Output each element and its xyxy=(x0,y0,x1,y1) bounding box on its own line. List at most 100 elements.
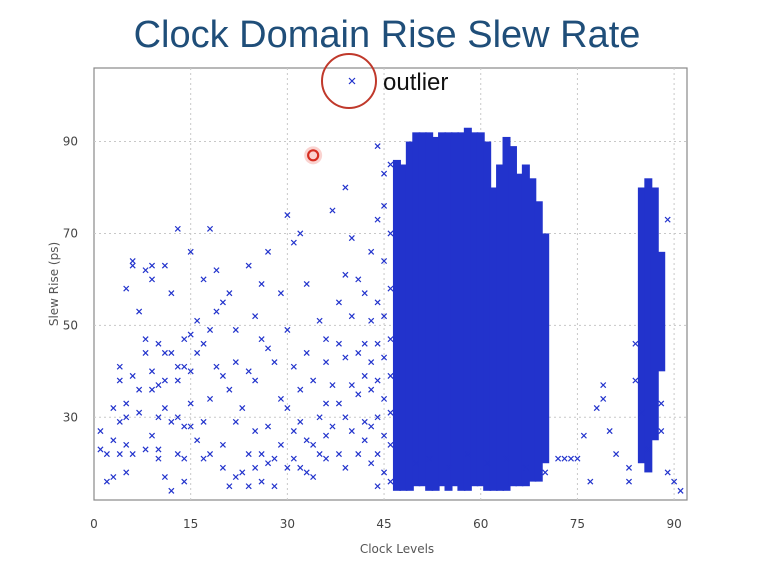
data-point xyxy=(206,451,214,458)
data-point xyxy=(574,455,581,462)
data-point-band xyxy=(450,132,459,487)
data-point xyxy=(239,469,246,476)
data-point xyxy=(297,386,304,393)
data-point-band xyxy=(418,132,427,487)
data-point xyxy=(258,451,265,458)
data-point xyxy=(194,317,201,324)
data-point xyxy=(148,386,156,393)
data-point xyxy=(200,276,207,283)
x-tick-label: 0 xyxy=(90,517,98,531)
data-point-band xyxy=(444,132,453,491)
data-point xyxy=(368,359,375,366)
data-point xyxy=(355,391,362,398)
plot-area xyxy=(93,67,688,501)
data-point xyxy=(303,349,310,356)
data-point xyxy=(232,326,239,333)
data-point-band xyxy=(405,141,414,491)
data-point xyxy=(187,423,194,430)
data-point xyxy=(323,400,330,407)
tick-labels: 0 15 30 45 60 75 90 30 50 70 90 xyxy=(63,135,682,531)
data-point xyxy=(265,248,272,255)
data-point xyxy=(374,216,381,223)
data-point xyxy=(335,451,342,458)
data-point-band xyxy=(425,132,434,491)
data-point xyxy=(297,418,304,425)
data-point xyxy=(297,230,304,237)
data-point xyxy=(252,428,259,435)
data-point xyxy=(181,455,188,462)
data-point xyxy=(181,423,188,430)
data-point xyxy=(187,400,194,407)
data-point xyxy=(277,290,284,297)
data-point xyxy=(181,336,188,343)
data-point xyxy=(123,285,130,292)
data-point xyxy=(290,363,297,370)
y-tick-label: 90 xyxy=(63,135,78,149)
data-point xyxy=(323,432,330,439)
data-point xyxy=(542,469,549,476)
data-point xyxy=(271,455,278,462)
data-point xyxy=(136,386,143,393)
data-point xyxy=(245,483,252,490)
data-point xyxy=(368,386,375,393)
x-tick-label: 15 xyxy=(183,517,198,531)
data-point xyxy=(323,336,330,343)
data-point xyxy=(161,262,168,269)
data-point-band xyxy=(489,187,498,491)
data-point xyxy=(168,349,175,356)
data-point xyxy=(97,446,104,453)
data-point xyxy=(194,437,201,444)
data-point-band xyxy=(470,132,479,487)
data-point xyxy=(361,340,368,347)
data-point xyxy=(638,409,645,416)
data-point-band xyxy=(508,146,517,487)
data-point xyxy=(284,464,291,471)
data-point xyxy=(103,451,110,458)
legend: outlier xyxy=(321,53,448,109)
data-point-band xyxy=(528,178,537,482)
data-point xyxy=(600,395,607,402)
data-point xyxy=(316,451,323,458)
data-point xyxy=(316,317,323,324)
data-point xyxy=(187,368,194,375)
data-point xyxy=(239,405,246,412)
data-point xyxy=(161,473,168,481)
data-point-band xyxy=(431,136,440,491)
data-point xyxy=(226,290,233,297)
data-point xyxy=(97,428,104,435)
data-point xyxy=(323,455,330,462)
data-point xyxy=(258,478,265,485)
data-point xyxy=(265,345,272,352)
data-point xyxy=(181,363,188,370)
chart-title: Clock Domain Rise Slew Rate xyxy=(133,14,641,56)
data-point xyxy=(484,460,491,467)
y-tick-label: 30 xyxy=(63,410,78,424)
data-point xyxy=(155,382,162,389)
data-point xyxy=(200,418,207,425)
data-point xyxy=(368,248,375,255)
data-point-band xyxy=(457,132,466,491)
data-point xyxy=(129,257,136,265)
data-point xyxy=(258,336,265,343)
data-point-band xyxy=(476,132,485,487)
data-point xyxy=(136,409,143,416)
data-point xyxy=(129,372,136,379)
data-point xyxy=(200,455,207,462)
data-point xyxy=(658,400,665,407)
data-point xyxy=(290,239,297,246)
data-point xyxy=(355,276,362,283)
data-point xyxy=(464,451,471,458)
data-point-band xyxy=(392,159,401,491)
data-point xyxy=(625,478,633,485)
data-point-band xyxy=(438,132,447,487)
data-point xyxy=(129,262,136,269)
data-point xyxy=(110,405,117,412)
data-point-band xyxy=(502,136,511,491)
data-point xyxy=(645,446,652,453)
x-tick-label: 45 xyxy=(376,517,391,531)
data-point xyxy=(271,359,278,366)
data-point xyxy=(174,377,181,384)
data-point xyxy=(142,336,149,343)
data-point xyxy=(329,423,336,430)
